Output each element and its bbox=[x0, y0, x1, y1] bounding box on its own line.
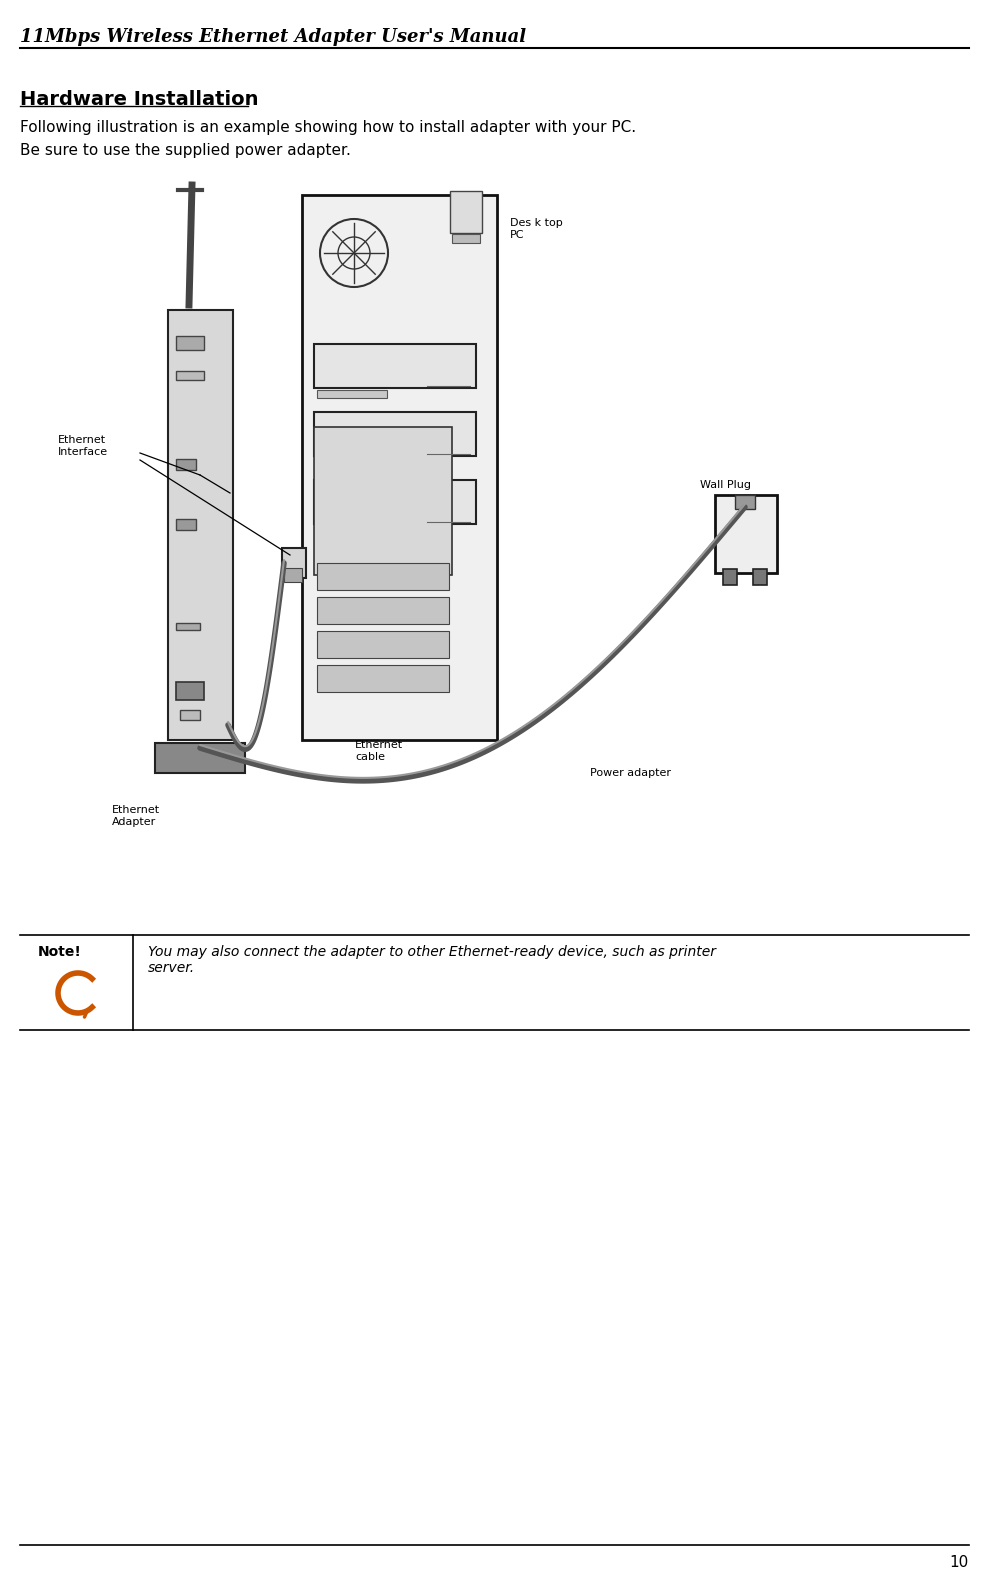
Bar bbox=[317, 526, 387, 534]
Bar bbox=[317, 666, 449, 692]
Bar bbox=[314, 413, 476, 455]
Bar bbox=[715, 495, 777, 572]
Bar bbox=[180, 710, 200, 719]
Text: Ethernet
Interface: Ethernet Interface bbox=[58, 435, 108, 457]
Bar bbox=[155, 743, 245, 773]
Bar bbox=[450, 191, 482, 232]
Bar bbox=[314, 481, 476, 523]
Bar bbox=[452, 234, 480, 243]
Bar bbox=[176, 623, 200, 629]
Bar bbox=[317, 631, 449, 658]
Text: You may also connect the adapter to other Ethernet-ready device, such as printer: You may also connect the adapter to othe… bbox=[148, 945, 716, 975]
Text: Des k top
PC: Des k top PC bbox=[510, 218, 563, 240]
Bar bbox=[317, 458, 387, 466]
Bar bbox=[168, 310, 233, 740]
Bar bbox=[314, 427, 452, 575]
Bar bbox=[753, 569, 767, 585]
Bar bbox=[282, 549, 306, 579]
Bar bbox=[176, 372, 204, 379]
Bar bbox=[317, 391, 387, 398]
Bar bbox=[317, 563, 449, 590]
Bar bbox=[176, 681, 204, 700]
Bar bbox=[176, 458, 196, 470]
Text: Following illustration is an example showing how to install adapter with your PC: Following illustration is an example sho… bbox=[20, 120, 636, 134]
Text: Note!: Note! bbox=[38, 945, 82, 960]
Bar bbox=[317, 598, 449, 624]
Bar bbox=[176, 519, 196, 530]
Text: Ethernet
cable: Ethernet cable bbox=[355, 740, 404, 762]
Text: Be sure to use the supplied power adapter.: Be sure to use the supplied power adapte… bbox=[20, 142, 351, 158]
Bar bbox=[284, 568, 302, 582]
Text: Hardware Installation: Hardware Installation bbox=[20, 90, 258, 109]
Bar bbox=[723, 569, 737, 585]
Bar bbox=[314, 345, 476, 387]
Bar bbox=[735, 495, 755, 509]
Text: 11Mbps Wireless Ethernet Adapter User's Manual: 11Mbps Wireless Ethernet Adapter User's … bbox=[20, 28, 526, 46]
Text: Wall Plug: Wall Plug bbox=[700, 481, 751, 490]
Bar bbox=[302, 194, 497, 740]
Text: Power adapter: Power adapter bbox=[590, 768, 671, 778]
Text: 10: 10 bbox=[949, 1556, 969, 1570]
Text: Ethernet
Adapter: Ethernet Adapter bbox=[112, 805, 160, 827]
Bar bbox=[176, 337, 204, 349]
